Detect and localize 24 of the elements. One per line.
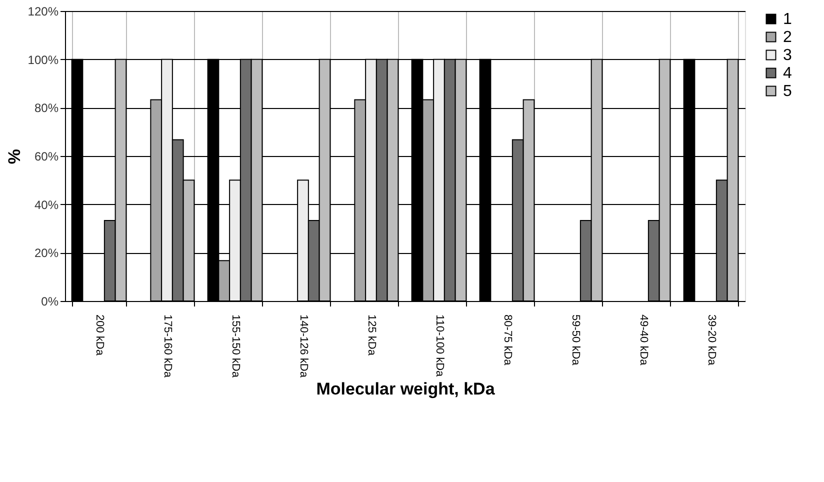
y-tick-label: 40% — [34, 198, 59, 212]
y-axis-title: % — [4, 148, 24, 164]
y-tick-label: 60% — [34, 150, 59, 164]
y-tick-label: 20% — [34, 246, 59, 260]
y-tick-label: 0% — [41, 294, 59, 308]
x-tick-label: 125 kDa — [366, 314, 378, 356]
legend-label: 4 — [783, 65, 792, 82]
x-tick-label: 140-126 kDa — [298, 314, 310, 378]
x-tick-label: 110-100 kDa — [434, 314, 446, 378]
x-tick-label: 80-75 kDa — [502, 314, 514, 366]
legend-label: 2 — [783, 29, 792, 46]
legend-label: 5 — [783, 83, 792, 100]
legend-label: 1 — [783, 11, 792, 28]
x-tick-label: 175-160 kDa — [162, 314, 174, 378]
y-tick-label: 100% — [28, 52, 59, 67]
x-axis-title: Molecular weight, kDa — [316, 379, 496, 398]
x-tick-label: 49-40 kDa — [638, 314, 650, 366]
x-tick-label: 59-50 kDa — [570, 314, 582, 366]
y-tick-label: 80% — [34, 101, 59, 116]
x-tick-label: 39-20 kDa — [706, 314, 718, 366]
legend-label: 3 — [783, 47, 792, 64]
y-tick-label: 120% — [28, 4, 59, 18]
x-tick-label: 200 kDa — [94, 314, 106, 356]
x-tick-label: 155-150 kDa — [230, 314, 242, 378]
